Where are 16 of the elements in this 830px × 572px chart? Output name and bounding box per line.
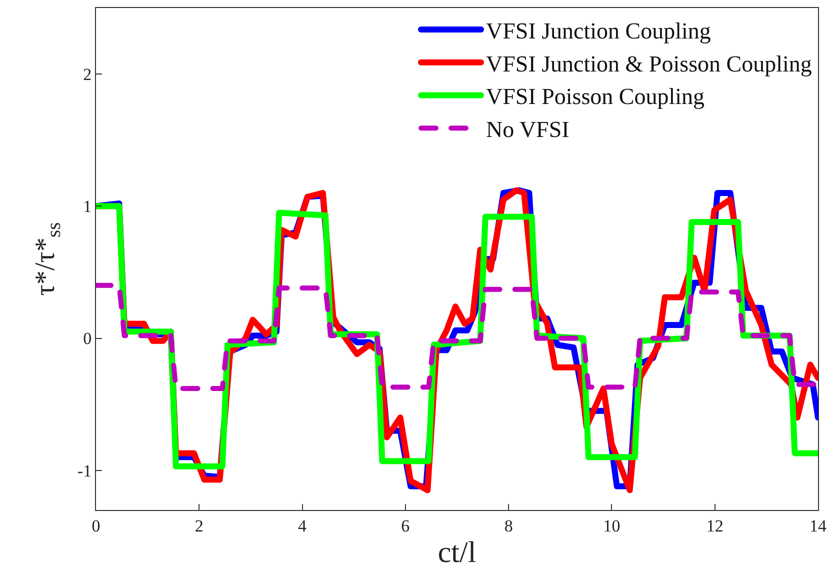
legend-label: VFSI Junction & Poisson Coupling <box>486 51 812 76</box>
y-tick-label: 1 <box>83 197 92 216</box>
x-tick-label: 4 <box>298 516 308 536</box>
x-tick-label: 10 <box>603 516 620 536</box>
x-tick-label: 8 <box>504 516 513 536</box>
y-tick-label: 2 <box>83 65 92 84</box>
y-tick-label: -1 <box>77 461 92 480</box>
x-tick-label: 6 <box>401 516 410 536</box>
x-axis-title: ct/l <box>438 536 476 569</box>
legend-label: VFSI Poisson Coupling <box>486 84 706 110</box>
legend-label: VFSI Junction Coupling <box>486 18 712 44</box>
x-tick-label: 12 <box>706 516 724 536</box>
legend-label: No VFSI <box>486 117 570 142</box>
x-tick-label: 14 <box>810 516 827 536</box>
y-tick-label: 0 <box>83 329 92 348</box>
x-tick-label: 2 <box>194 516 204 536</box>
